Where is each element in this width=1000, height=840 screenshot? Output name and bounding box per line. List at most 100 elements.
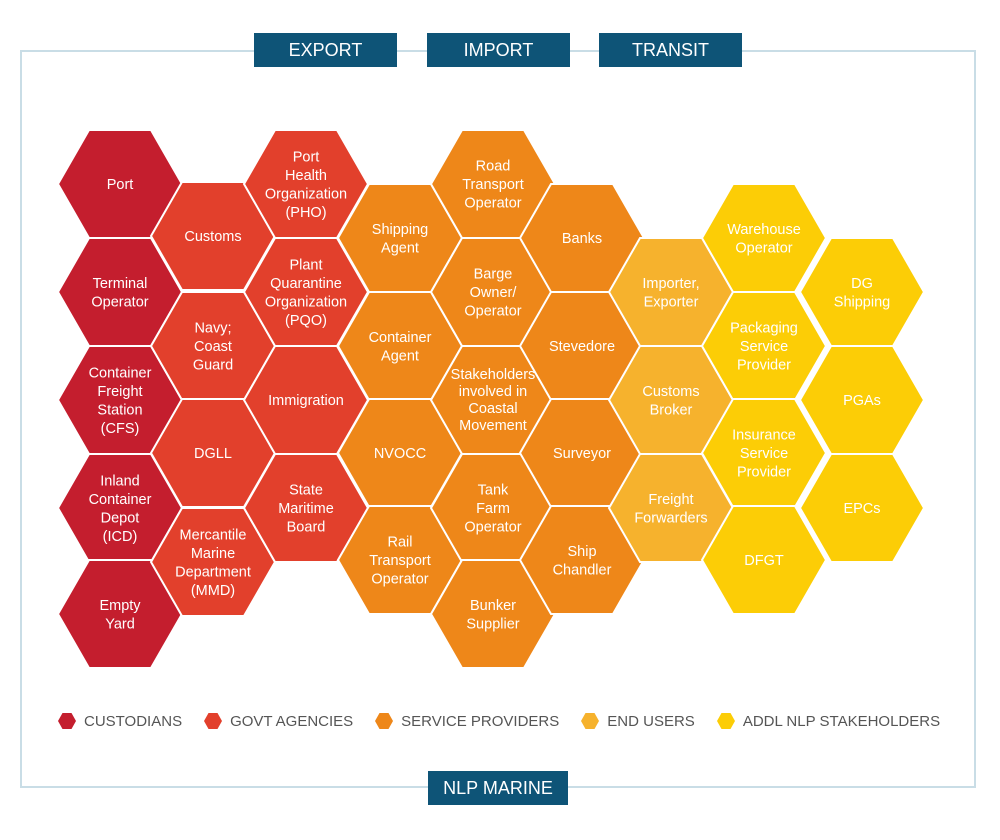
hex-dfgt: DFGT	[700, 505, 828, 615]
hex-label-line: (PQO)	[285, 313, 327, 329]
hex-label-line: Freight	[648, 492, 693, 508]
hex-label-line: Movement	[459, 418, 527, 434]
legend-item-end-users: END USERS	[581, 712, 695, 730]
hex-label-line: Customs	[184, 229, 241, 245]
hex-label-line: Board	[287, 520, 326, 536]
hex-label-line: Navy;	[194, 321, 231, 337]
hex-ship-chandler: Ship Chandler	[518, 505, 646, 615]
footer-nlp-marine: NLP MARINE	[428, 771, 568, 805]
hex-label-line: Empty	[99, 598, 141, 614]
hex-label-line: Port	[293, 149, 320, 165]
hex-label-line: Agent	[381, 240, 419, 256]
hex-label-line: NVOCC	[374, 446, 426, 462]
hex-label-line: Marine	[191, 546, 235, 562]
hex-label-line: Supplier	[466, 616, 519, 632]
hex-label-line: Stevedore	[549, 339, 615, 355]
hex-state-maritime-board: State Maritime Board	[242, 453, 370, 563]
hexagon-icon	[581, 713, 600, 729]
hex-label-line: Transport	[462, 177, 524, 193]
hex-label-line: Bunker	[470, 598, 516, 614]
hex-label-line: Guard	[193, 358, 233, 374]
hex-label-line: Customs	[642, 384, 699, 400]
hex-immigration: Immigration	[242, 345, 370, 455]
tab-transit[interactable]: TRANSIT	[599, 33, 742, 67]
hex-label-line: Operator	[735, 240, 792, 256]
legend-item-service-providers: SERVICE PROVIDERS	[375, 712, 559, 730]
hex-label-line: Barge	[474, 267, 513, 283]
hex-label-line: Transport	[369, 553, 431, 569]
hex-label-line: PGAs	[843, 393, 881, 409]
legend-label: ADDL NLP STAKEHOLDERS	[742, 712, 941, 730]
hex-pho: Port Health Organization (PHO)	[242, 129, 370, 239]
hex-label-line: Plant	[289, 257, 322, 273]
hex-label-line: Freight	[97, 384, 142, 400]
hex-label-line: DFGT	[744, 553, 784, 569]
hex-label-line: Service	[740, 446, 788, 462]
hex-label-line: Organization	[265, 186, 347, 202]
hex-label-line: Container	[89, 492, 152, 508]
hex-label-line: Terminal	[93, 276, 148, 292]
hex-label-line: Inland	[100, 473, 140, 489]
hexagon-shape	[798, 237, 926, 347]
hex-label-line: Depot	[101, 510, 140, 526]
hex-label-line: Farm	[476, 501, 510, 517]
hex-insurance-service-provider: Insurance Service Provider	[700, 398, 828, 508]
hex-label-line: Operator	[371, 572, 428, 588]
hex-pgas: PGAs	[798, 345, 926, 455]
hex-label-line: (PHO)	[285, 205, 326, 221]
hex-label-line: Operator	[91, 294, 148, 310]
hexagon-icon	[716, 713, 735, 729]
hex-label-line: Service	[740, 339, 788, 355]
legend-item-custodians: CUSTODIANS	[58, 712, 182, 730]
hex-packaging-service-provider: Packaging Service Provider	[700, 291, 828, 401]
legend-label: CUSTODIANS	[84, 712, 183, 730]
hexagon-shape	[700, 505, 828, 615]
legend: CUSTODIANS GOVT AGENCIES SERVICE PROVIDE…	[58, 710, 962, 732]
hex-label-line: Rail	[388, 535, 413, 551]
hex-label-line: Organization	[265, 294, 347, 310]
hex-label-line: Coastal	[468, 401, 517, 417]
legend-item-govt-agencies: GOVT AGENCIES	[204, 712, 353, 730]
hex-cfs: Container Freight Station (CFS)	[56, 345, 184, 455]
legend-label: SERVICE PROVIDERS	[401, 712, 560, 730]
hex-label-line: Surveyor	[553, 446, 611, 462]
hex-epcs: EPCs	[798, 453, 926, 563]
hex-label-line: Forwarders	[634, 510, 707, 526]
hex-icd: Inland Container Depot (ICD)	[56, 453, 184, 563]
hex-rail-transport-operator: Rail Transport Operator	[336, 505, 464, 615]
hex-mmd: Mercantile Marine Department (MMD)	[149, 507, 277, 617]
hex-label-line: Shipping	[834, 294, 890, 310]
hex-label-line: Maritime	[278, 501, 334, 517]
hex-warehouse-operator: Warehouse Operator	[700, 183, 828, 293]
hex-label-line: Importer,	[642, 276, 699, 292]
tab-import[interactable]: IMPORT	[427, 33, 570, 67]
hex-label-line: Shipping	[372, 222, 428, 238]
hex-label-line: Mercantile	[180, 527, 247, 543]
hexagon-icon	[58, 713, 76, 729]
legend-item-addl-nlp-stakeholders: ADDL NLP STAKEHOLDERS	[716, 712, 941, 730]
hex-label-line: Road	[476, 159, 511, 175]
hex-label-line: Stakeholders	[451, 367, 536, 383]
hex-label-line: Health	[285, 168, 327, 184]
hexagon-icon	[204, 713, 223, 729]
hexagon-shape	[798, 453, 926, 563]
hex-label-line: EPCs	[843, 501, 880, 517]
hex-label-line: Coast	[194, 339, 232, 355]
hex-label-line: Port	[107, 177, 134, 193]
hex-label-line: Exporter	[644, 294, 699, 310]
hex-label-line: Banks	[562, 231, 602, 247]
hex-customs-broker: Customs Broker	[607, 345, 735, 455]
hex-freight-forwarders: Freight Forwarders	[607, 453, 735, 563]
hex-tank-farm-operator: Tank Farm Operator	[429, 453, 557, 563]
hex-label-line: Provider	[737, 358, 791, 374]
hex-navy-coast-guard: Navy; Coast Guard	[149, 291, 277, 401]
hex-label-line: State	[289, 483, 323, 499]
hex-label-line: Provider	[737, 465, 791, 481]
hex-label-line: Immigration	[268, 393, 344, 409]
hex-label-line: Container	[369, 330, 432, 346]
hex-label-line: Yard	[105, 616, 135, 632]
hex-label-line: DG	[851, 276, 873, 292]
tab-export[interactable]: EXPORT	[254, 33, 397, 67]
hex-label-line: (CFS)	[101, 421, 140, 437]
